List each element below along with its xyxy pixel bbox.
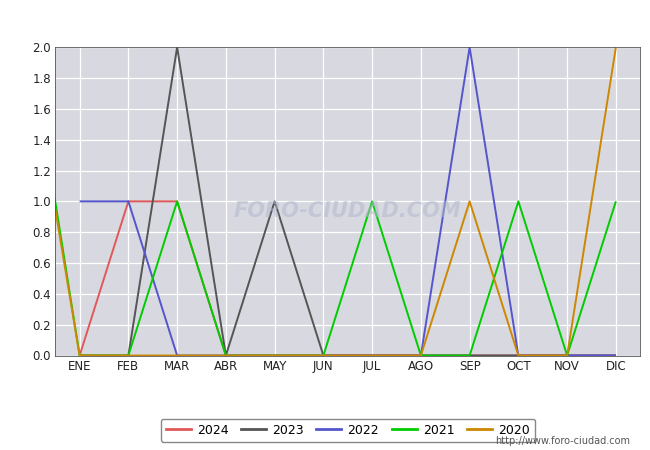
Text: http://www.foro-ciudad.com: http://www.foro-ciudad.com — [495, 436, 630, 446]
Legend: 2024, 2023, 2022, 2021, 2020: 2024, 2023, 2022, 2021, 2020 — [161, 418, 535, 442]
Text: FORO-CIUDAD.COM: FORO-CIUDAD.COM — [234, 201, 462, 220]
Text: Matriculaciones de Vehiculos en Balones: Matriculaciones de Vehiculos en Balones — [141, 12, 509, 27]
